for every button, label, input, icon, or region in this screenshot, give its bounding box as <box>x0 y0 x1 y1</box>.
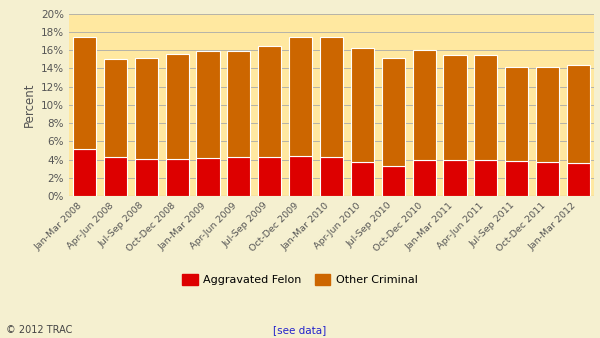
Bar <box>505 67 529 161</box>
Legend: Aggravated Felon, Other Criminal: Aggravated Felon, Other Criminal <box>179 271 421 289</box>
Bar <box>567 65 590 163</box>
Bar <box>443 55 467 160</box>
Bar <box>382 166 405 196</box>
Bar <box>567 163 590 196</box>
Bar <box>289 37 312 156</box>
Bar <box>351 48 374 162</box>
Bar <box>166 159 188 196</box>
Bar <box>536 162 559 196</box>
Bar <box>258 46 281 157</box>
Bar <box>73 149 96 196</box>
Bar <box>475 55 497 160</box>
Bar <box>134 58 158 159</box>
Bar <box>258 157 281 196</box>
Bar <box>166 54 188 159</box>
Bar <box>505 161 529 196</box>
Bar <box>196 158 220 196</box>
Bar <box>289 156 312 196</box>
Bar <box>104 59 127 157</box>
Bar <box>382 58 405 166</box>
Bar <box>351 162 374 196</box>
Bar <box>443 160 467 196</box>
Bar <box>320 37 343 157</box>
Bar <box>227 157 250 196</box>
Bar <box>536 67 559 162</box>
Text: [see data]: [see data] <box>274 324 326 335</box>
Text: © 2012 TRAC: © 2012 TRAC <box>6 324 73 335</box>
Y-axis label: Percent: Percent <box>22 82 35 127</box>
Bar <box>73 37 96 149</box>
Bar <box>413 160 436 196</box>
Bar <box>413 50 436 160</box>
Bar <box>134 159 158 196</box>
Bar <box>475 160 497 196</box>
Bar <box>227 51 250 157</box>
Bar <box>104 157 127 196</box>
Bar <box>320 157 343 196</box>
Bar <box>196 51 220 158</box>
